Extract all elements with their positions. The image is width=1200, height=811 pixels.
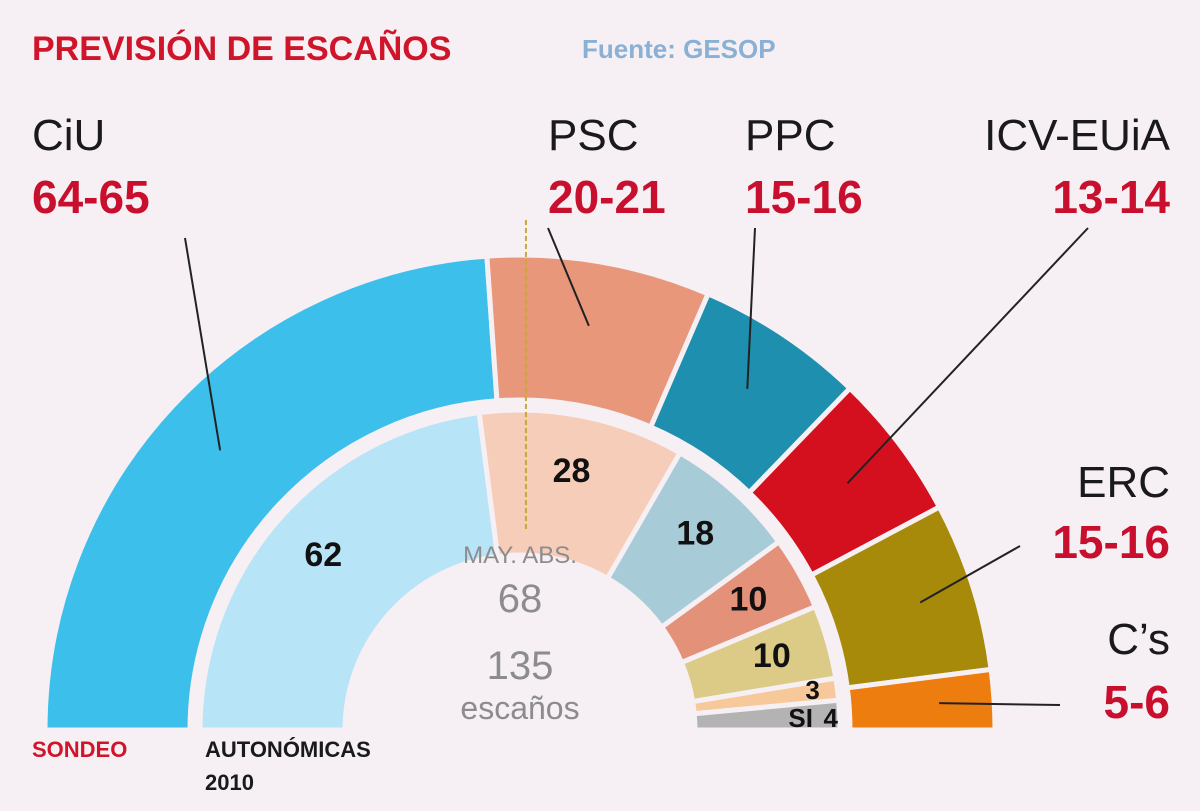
inner-ring-value-ppc: 18: [676, 514, 714, 552]
sondeo-segment-ciu: [42, 253, 500, 733]
total-seats-unit: escaños: [460, 690, 579, 726]
party-name-icv-euia: ICV-EUiA: [984, 111, 1170, 160]
autonomicas-2010-segment-ciu: [197, 409, 501, 733]
inner-ring-value-psc: 28: [553, 452, 591, 490]
sondeo-segment-c-s: [844, 666, 998, 733]
inner-ring-value-icv-euia: 10: [729, 581, 767, 619]
party-range-ciu: 64-65: [32, 171, 150, 223]
majority-label: MAY. ABS.: [463, 542, 577, 569]
total-seats-value: 135: [487, 644, 554, 688]
party-range-c-s: 5-6: [1104, 676, 1170, 728]
inner-ring-value-labels: 62 28 18 10 10 3SI 4: [304, 452, 838, 733]
party-range-ppc: 15-16: [745, 171, 863, 223]
inner-ring-autonomicas-2010: [197, 407, 843, 733]
outer-ring-sondeo: [42, 252, 998, 733]
autonomicas-2010-segment-si: [691, 697, 843, 733]
party-name-ciu: CiU: [32, 111, 105, 160]
majority-value: 68: [498, 577, 543, 621]
party-name-ppc: PPC: [745, 111, 835, 160]
party-name-psc: PSC: [548, 111, 638, 160]
party-range-icv-euia: 13-14: [1052, 171, 1170, 223]
leader-line-ppc: [746, 227, 756, 389]
inner-ring-label-line2: 2010: [205, 770, 254, 795]
outer-ring-label: SONDEO: [32, 737, 127, 762]
inner-ring-value-ciu: 62: [304, 536, 342, 574]
party-labels: CiU 64-65 PSC 20-21 PPC 15-16 ICV-EUiA 13-14 ERC…: [32, 111, 1171, 728]
leader-line-icv-euia: [846, 227, 1089, 484]
party-name-erc: ERC: [1077, 458, 1170, 507]
inner-ring-prefix-si: SI: [788, 703, 813, 733]
chart-title: PREVISIÓN DE ESCAÑOS: [32, 30, 451, 68]
party-range-psc: 20-21: [548, 171, 666, 223]
inner-ring-value-si: 4: [823, 703, 838, 733]
inner-ring-value-erc: 10: [753, 637, 791, 675]
leader-lines: [184, 227, 1089, 706]
inner-ring-value-c-s: 3: [805, 675, 819, 705]
party-range-erc: 15-16: [1052, 516, 1170, 568]
party-name-c-s: C’s: [1107, 615, 1170, 664]
chart-source: Fuente: GESOP: [582, 34, 776, 64]
leader-line-c-s: [939, 702, 1061, 706]
leader-line-psc: [547, 227, 590, 327]
leader-line-ciu: [184, 237, 222, 451]
leader-line-erc: [919, 545, 1021, 604]
inner-ring-label-line1: AUTONÓMICAS: [205, 737, 371, 762]
